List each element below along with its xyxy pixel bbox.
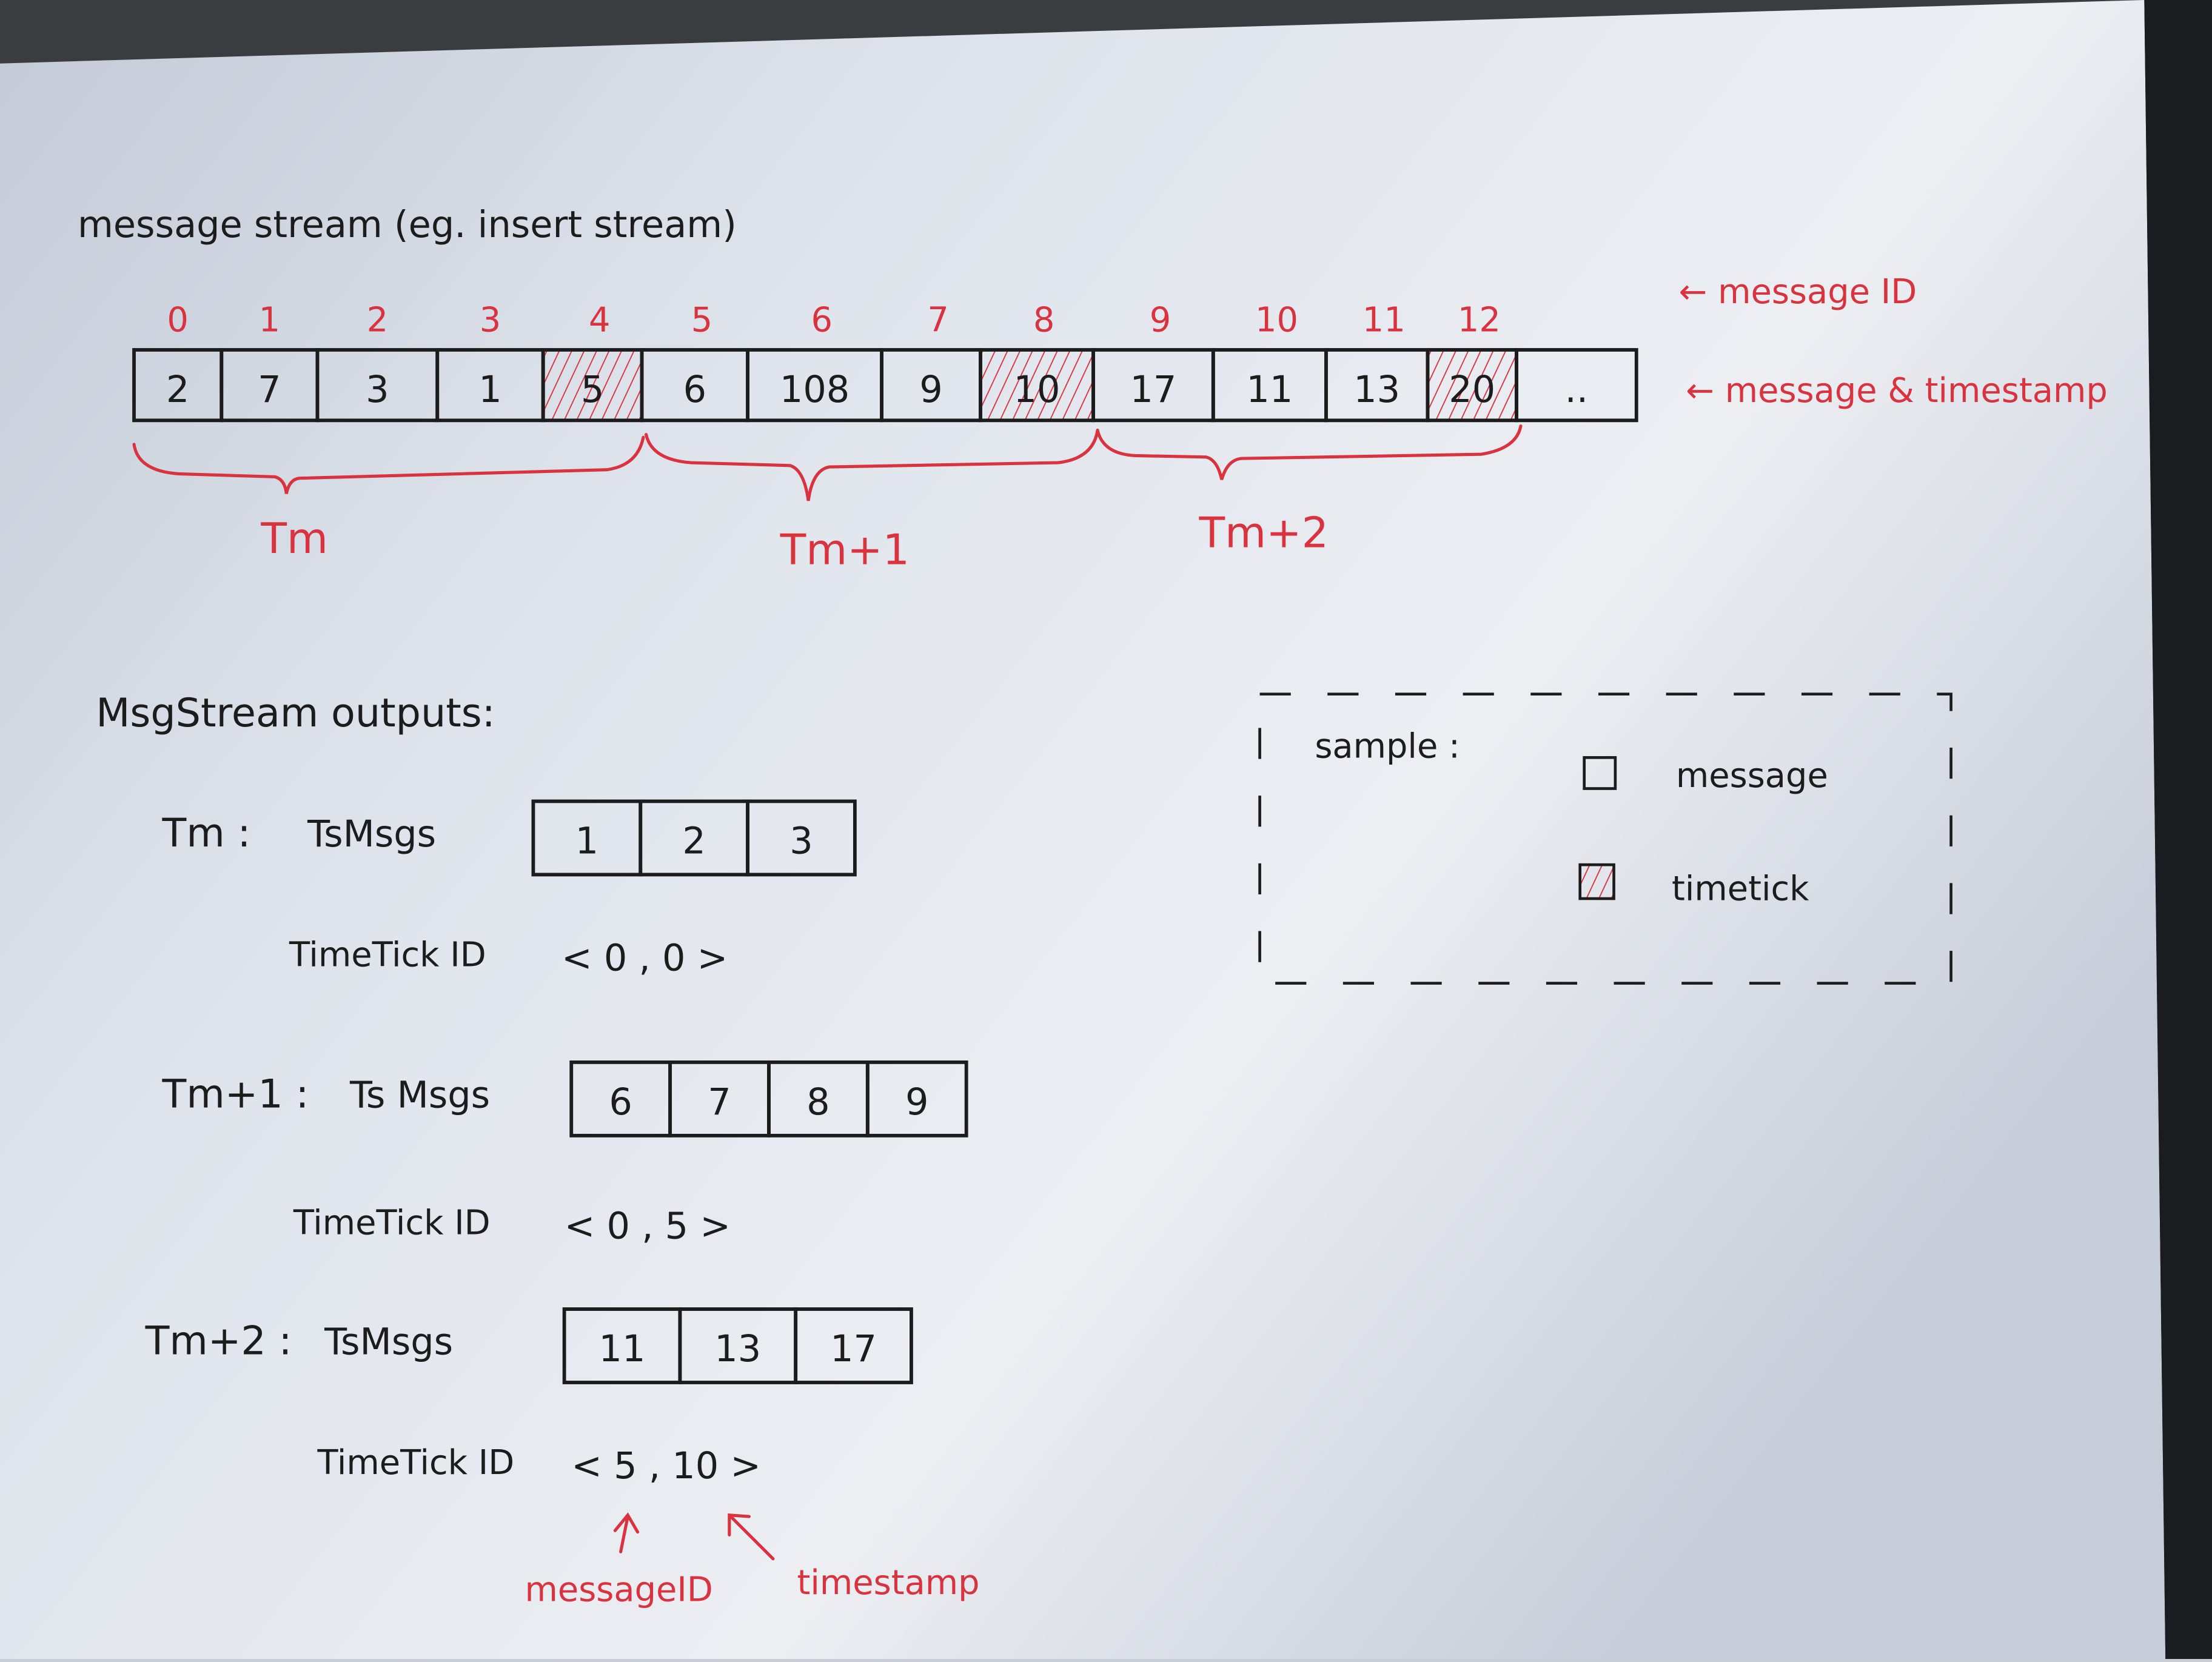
cell-value: 5 <box>581 369 604 411</box>
legend-border <box>1258 692 1952 985</box>
stream-title: message stream (eg. insert stream) <box>78 204 737 246</box>
tick-pointers: messageID timestamp <box>525 1512 980 1610</box>
timetick-cell <box>541 348 644 423</box>
message-id: 7 <box>927 301 949 340</box>
output-msg-value: 13 <box>714 1328 761 1370</box>
message-id: 2 <box>367 301 389 340</box>
group-label-tm: Tm <box>260 514 328 563</box>
timetick-id-value: < 0 , 5 > <box>565 1205 731 1248</box>
group-label-tm1: Tm+1 <box>780 526 910 575</box>
cell-value: 20 <box>1449 369 1495 411</box>
timetick-id-value: < 5 , 10 > <box>571 1445 761 1487</box>
pointer-timestamp-label: timestamp <box>797 1563 979 1603</box>
cell-value: 7 <box>258 369 281 411</box>
group-braces: Tm Tm+1 Tm+2 <box>132 424 1523 575</box>
output-msg-value: 9 <box>905 1081 928 1124</box>
cell-value: 11 <box>1246 369 1293 411</box>
output-msg-value: 11 <box>599 1328 646 1370</box>
cell-value: 10 <box>1014 369 1061 411</box>
message-id: 4 <box>589 301 611 340</box>
timetick-cell <box>1426 348 1518 423</box>
output-msg-cell <box>794 1307 913 1384</box>
output-1: Tm+1 : Ts Msgs 6 7 8 9 TimeTick ID < 0 , 5 > <box>162 1060 968 1248</box>
output-msg-value: 8 <box>806 1081 830 1124</box>
message-id: 10 <box>1255 301 1298 340</box>
brace-tm1 <box>644 429 1099 501</box>
legend-message-swatch <box>1583 756 1617 790</box>
cell-value: 13 <box>1353 369 1400 411</box>
output-2: Tm+2 : TsMsgs 11 13 17 TimeTick ID < 5 , 10 > <box>145 1307 913 1487</box>
cell-value: 17 <box>1130 369 1176 411</box>
cell-value: 2 <box>166 369 189 411</box>
timetick-id-label: TimeTick ID <box>317 1443 514 1483</box>
output-msg-cell <box>746 799 857 877</box>
message-id: 1 <box>259 301 281 340</box>
message-id: 12 <box>1458 301 1501 340</box>
output-msg-value: 1 <box>575 820 598 863</box>
output-msg-cell <box>865 1060 968 1138</box>
legend-title: sample : <box>1315 726 1460 766</box>
message-id: 0 <box>167 301 189 340</box>
cell-value: 108 <box>780 369 850 411</box>
pointer-message-id-label: messageID <box>525 1570 712 1610</box>
output-msg-value: 17 <box>830 1328 877 1370</box>
cell-value: 9 <box>919 369 942 411</box>
legend-timetick-swatch <box>1578 863 1615 900</box>
brace-tm2 <box>1096 424 1523 480</box>
cell-value: .. <box>1565 369 1588 411</box>
paper-edge-shadow <box>2144 0 2212 1659</box>
tsmsgs-label: Ts Msgs <box>349 1074 490 1116</box>
output-period-label: Tm+2 : <box>145 1318 292 1364</box>
legend-box: sample : message timetick <box>1258 692 1952 985</box>
output-period-label: Tm+1 : <box>162 1071 309 1117</box>
timetick-id-label: TimeTick ID <box>289 936 486 975</box>
arrow-up-timestamp <box>728 1513 775 1561</box>
group-label-tm2: Tm+2 <box>1199 509 1329 558</box>
message-id: 3 <box>480 301 501 340</box>
message-id-annotation: ← message ID <box>1679 272 1917 312</box>
message-id: 6 <box>811 301 833 340</box>
message-id: 8 <box>1033 301 1055 340</box>
message-stream: 2 7 3 1 5 6 108 9 10 17 11 13 20.. <box>132 348 1638 423</box>
tsmsgs-label: TsMsgs <box>307 813 436 856</box>
brace-tm <box>132 435 645 494</box>
message-id: 5 <box>691 301 713 340</box>
output-msg-value: 7 <box>708 1081 731 1124</box>
message-timestamp-annotation: ← message & timestamp <box>1686 371 2108 410</box>
output-msg-value: 2 <box>682 820 705 863</box>
cell-value: 1 <box>478 369 501 411</box>
message-id-row: 0 1 2 3 4 5 6 7 8 9 10 11 12 <box>167 301 1501 340</box>
arrow-up-message-id <box>613 1512 640 1553</box>
message-id: 11 <box>1362 301 1406 340</box>
legend-timetick-label: timetick <box>1672 869 1809 908</box>
timetick-id-label: TimeTick ID <box>293 1204 491 1243</box>
legend-message-label: message <box>1676 756 1828 796</box>
output-0: Tm : TsMsgs 1 2 3 TimeTick ID < 0 , 0 > <box>162 799 857 980</box>
cell-value: 6 <box>683 369 706 411</box>
output-msg-value: 3 <box>789 820 813 863</box>
tsmsgs-label: TsMsgs <box>324 1321 453 1363</box>
cell-value: 3 <box>366 369 389 411</box>
outputs-heading: MsgStream outputs: <box>96 691 495 736</box>
message-id: 9 <box>1150 301 1171 340</box>
output-msg-value: 6 <box>609 1081 632 1124</box>
timetick-id-value: < 0 , 0 > <box>561 937 728 980</box>
message-cell <box>1515 348 1638 423</box>
output-period-label: Tm : <box>162 811 251 856</box>
